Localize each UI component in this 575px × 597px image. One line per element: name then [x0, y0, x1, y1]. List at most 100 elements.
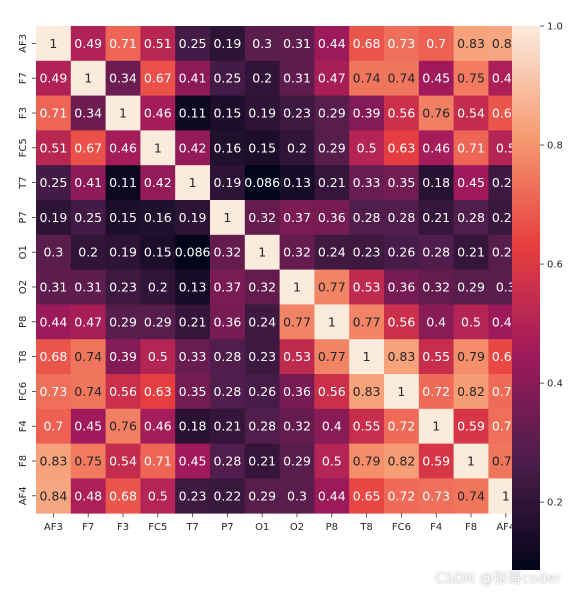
- heatmap-cell-O1-FC5: [140, 234, 176, 270]
- colorbar-tick-label: 0.4: [547, 379, 563, 390]
- cell-value-label: 0.46: [109, 140, 137, 155]
- cell-value-label: 1: [502, 488, 510, 503]
- heatmap-cell-AF4-AF3: [36, 478, 72, 514]
- cell-value-label: 0.41: [179, 71, 207, 86]
- cell-value-label: 0.36: [283, 384, 311, 399]
- cell-value-label: 0.21: [179, 314, 207, 329]
- cell-value-label: 0.3: [252, 36, 272, 51]
- heatmap-cell-P8-F4: [418, 304, 454, 340]
- y-tick-label-F8: F8: [18, 455, 29, 467]
- heatmap-cell-P7-F8: [453, 200, 489, 236]
- cell-value-label: 0.13: [283, 175, 311, 190]
- heatmap-cell-O1-F4: [418, 234, 454, 270]
- heatmap-cell-T8-F3: [105, 339, 141, 375]
- cell-value-label: 0.32: [248, 210, 276, 225]
- heatmap-cell-AF3-F3: [105, 26, 141, 62]
- cell-value-label: 0.48: [74, 488, 102, 503]
- heatmap-cell-F8-P7: [210, 443, 246, 479]
- cell-value-label: 0.77: [318, 349, 346, 364]
- heatmap-cell-AF3-F8: [453, 26, 489, 62]
- heatmap-cell-FC6-T7: [175, 374, 211, 410]
- heatmap-cell-FC6-P7: [210, 374, 246, 410]
- cell-value-label: 0.7: [426, 36, 446, 51]
- heatmap-cell-F3-T8: [349, 95, 385, 131]
- cell-value-label: 0.33: [353, 175, 381, 190]
- y-tick-label-F4: F4: [18, 420, 29, 432]
- y-axis: AF3 F7 F3 FC5 T7 P7 O1 O2 P8 T8 FC6 F4 F8 AF4: [18, 34, 36, 505]
- heatmap-cell-AF4-O2: [279, 478, 315, 514]
- heatmap-cell-F3-F7: [70, 95, 106, 131]
- cell-value-label: 0.72: [422, 384, 450, 399]
- y-tick-label-O2: O2: [18, 280, 29, 294]
- heatmap-cell-FC5-F7: [70, 130, 106, 166]
- cell-value-label: 0.79: [353, 454, 381, 469]
- heatmap-cell-F3-FC6: [384, 95, 420, 131]
- heatmap-cell-T8-O2: [279, 339, 315, 375]
- cell-value-label: 0.3: [43, 245, 63, 260]
- heatmap-cell-F8-F7: [70, 443, 106, 479]
- cell-value-label: 0.74: [353, 71, 381, 86]
- cell-value-label: 0.83: [387, 349, 415, 364]
- heatmap-cell-FC6-FC5: [140, 374, 176, 410]
- y-tick-label-FC6: FC6: [18, 382, 29, 401]
- heatmap-cell-T7-F7: [70, 165, 106, 201]
- heatmap-cell-P8-T8: [349, 304, 385, 340]
- heatmap-cell-T7-P8: [314, 165, 350, 201]
- heatmap-cell-T7-F3: [105, 165, 141, 201]
- cell-value-label: 0.71: [109, 36, 137, 51]
- heatmap-cell-F3-F4: [418, 95, 454, 131]
- cell-value-label: 0.55: [353, 419, 381, 434]
- cell-value-label: 0.79: [457, 349, 485, 364]
- cell-value-label: 0.5: [148, 349, 168, 364]
- heatmap-cell-T7-O2: [279, 165, 315, 201]
- heatmap-cell-F3-O2: [279, 95, 315, 131]
- cell-value-label: 0.19: [39, 210, 67, 225]
- cell-value-label: 0.65: [353, 488, 381, 503]
- cell-value-label: 0.36: [387, 280, 415, 295]
- watermark-text: CSDN @张哥coder: [435, 571, 561, 587]
- heatmap-cell-T7-P7: [210, 165, 246, 201]
- x-tick-label-FC6: FC6: [392, 522, 411, 533]
- cell-value-label: 0.29: [248, 488, 276, 503]
- heatmap-cell-P8-O2: [279, 304, 315, 340]
- cell-value-label: 1: [49, 36, 57, 51]
- cell-value-label: 0.5: [496, 140, 516, 155]
- cell-value-label: 1: [293, 280, 301, 295]
- cell-value-label: 0.18: [179, 419, 207, 434]
- heatmap-cell-F4-FC5: [140, 408, 176, 444]
- heatmap-cell-AF3-AF3: [36, 26, 72, 62]
- heatmap-cell-F8-F3: [105, 443, 141, 479]
- cell-value-label: 0.53: [283, 349, 311, 364]
- cell-value-label: 0.15: [213, 106, 241, 121]
- cell-value-label: 0.24: [248, 314, 276, 329]
- cell-value-label: 0.26: [248, 384, 276, 399]
- cell-value-label: 0.16: [213, 140, 241, 155]
- heatmap-cell-F7-T8: [349, 60, 385, 96]
- cell-value-label: 0.56: [387, 106, 415, 121]
- cell-value-label: 1: [432, 419, 440, 434]
- heatmap-cell-F3-F8: [453, 95, 489, 131]
- cell-value-label: 0.56: [387, 314, 415, 329]
- heatmap-cell-F3-O1: [244, 95, 280, 131]
- heatmap-cell-FC6-F8: [453, 374, 489, 410]
- cell-value-label: 0.5: [322, 454, 342, 469]
- heatmap-cell-F4-F4: [418, 408, 454, 444]
- cell-value-label: 0.74: [74, 384, 102, 399]
- heatmap-cell-F7-AF3: [36, 60, 72, 96]
- cell-value-label: 0.19: [179, 210, 207, 225]
- heatmap-cell-F4-T8: [349, 408, 385, 444]
- cell-value-label: 0.74: [457, 488, 485, 503]
- cell-value-label: 0.73: [422, 488, 450, 503]
- heatmap-cell-AF3-P7: [210, 26, 246, 62]
- cell-value-label: 0.19: [248, 106, 276, 121]
- cell-value-label: 0.29: [318, 140, 346, 155]
- heatmap-cell-T8-AF3: [36, 339, 72, 375]
- x-tick-label-AF4: AF4: [496, 522, 515, 533]
- cell-value-label: 0.54: [457, 106, 485, 121]
- heatmap-cell-labels: 1 0.49 0.71 0.51 0.25 0.19 0.3 0.31 0.44 0.68 0.73…: [39, 36, 519, 503]
- heatmap-cell-O2-O1: [244, 269, 280, 305]
- cell-value-label: 0.2: [148, 280, 168, 295]
- x-tick-label-FC5: FC5: [148, 522, 167, 533]
- y-tick-label-P7: P7: [18, 211, 29, 223]
- cell-value-label: 0.28: [353, 210, 381, 225]
